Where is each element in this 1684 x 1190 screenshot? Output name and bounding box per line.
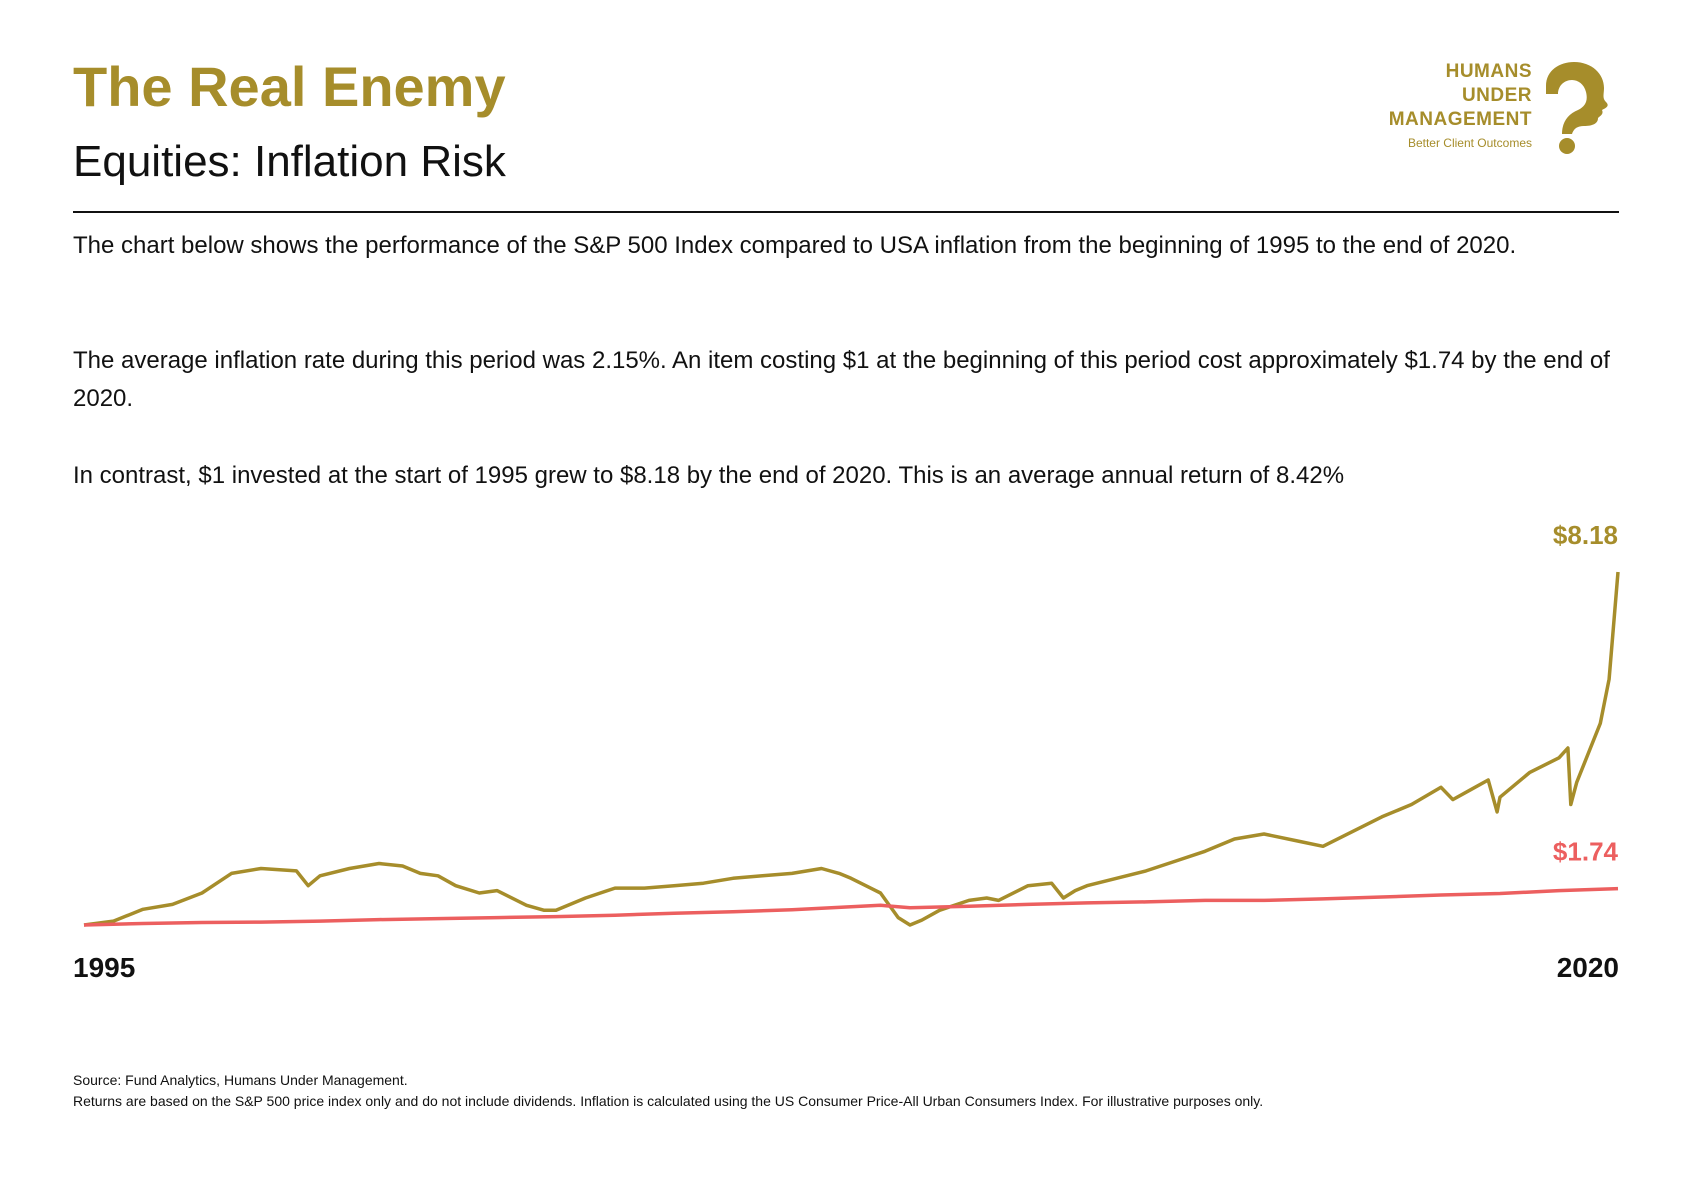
returns-paragraph: In contrast, $1 invested at the start of… <box>73 462 1345 489</box>
intro-paragraph: The chart below shows the performance of… <box>73 232 1517 259</box>
logo-line-1: HUMANS <box>1445 61 1532 82</box>
series-line-equity <box>83 571 1620 927</box>
question-mark-head-icon <box>1546 62 1608 154</box>
x-axis-start-label: 1995 <box>73 952 136 983</box>
end-value-label-inflation: $1.74 <box>1553 837 1619 867</box>
disclaimer-note: Returns are based on the S&P 500 price i… <box>73 1093 1264 1109</box>
brand-logo: HUMANS UNDER MANAGEMENT Better Client Ou… <box>1380 60 1620 160</box>
logo-line-3: MANAGEMENT <box>1388 109 1532 130</box>
x-axis-end-label: 2020 <box>1556 952 1619 983</box>
inflation-paragraph: The average inflation rate during this p… <box>73 347 1610 412</box>
header-divider <box>73 211 1619 213</box>
series-line-inflation <box>83 886 1619 927</box>
page-subtitle: Equities: Inflation Risk <box>73 137 506 186</box>
logo-wordmark: HUMANS UNDER MANAGEMENT Better Client Ou… <box>1389 60 1532 152</box>
end-value-label-equity: $8.18 <box>1553 520 1618 550</box>
source-note: Source: Fund Analytics, Humans Under Man… <box>73 1072 408 1088</box>
performance-chart: $8.18 $1.74 <box>83 520 1620 927</box>
logo-line-2: UNDER <box>1461 85 1532 106</box>
page-title: The Real Enemy <box>73 55 506 118</box>
logo-tagline: Better Client Outcomes <box>1407 136 1532 150</box>
